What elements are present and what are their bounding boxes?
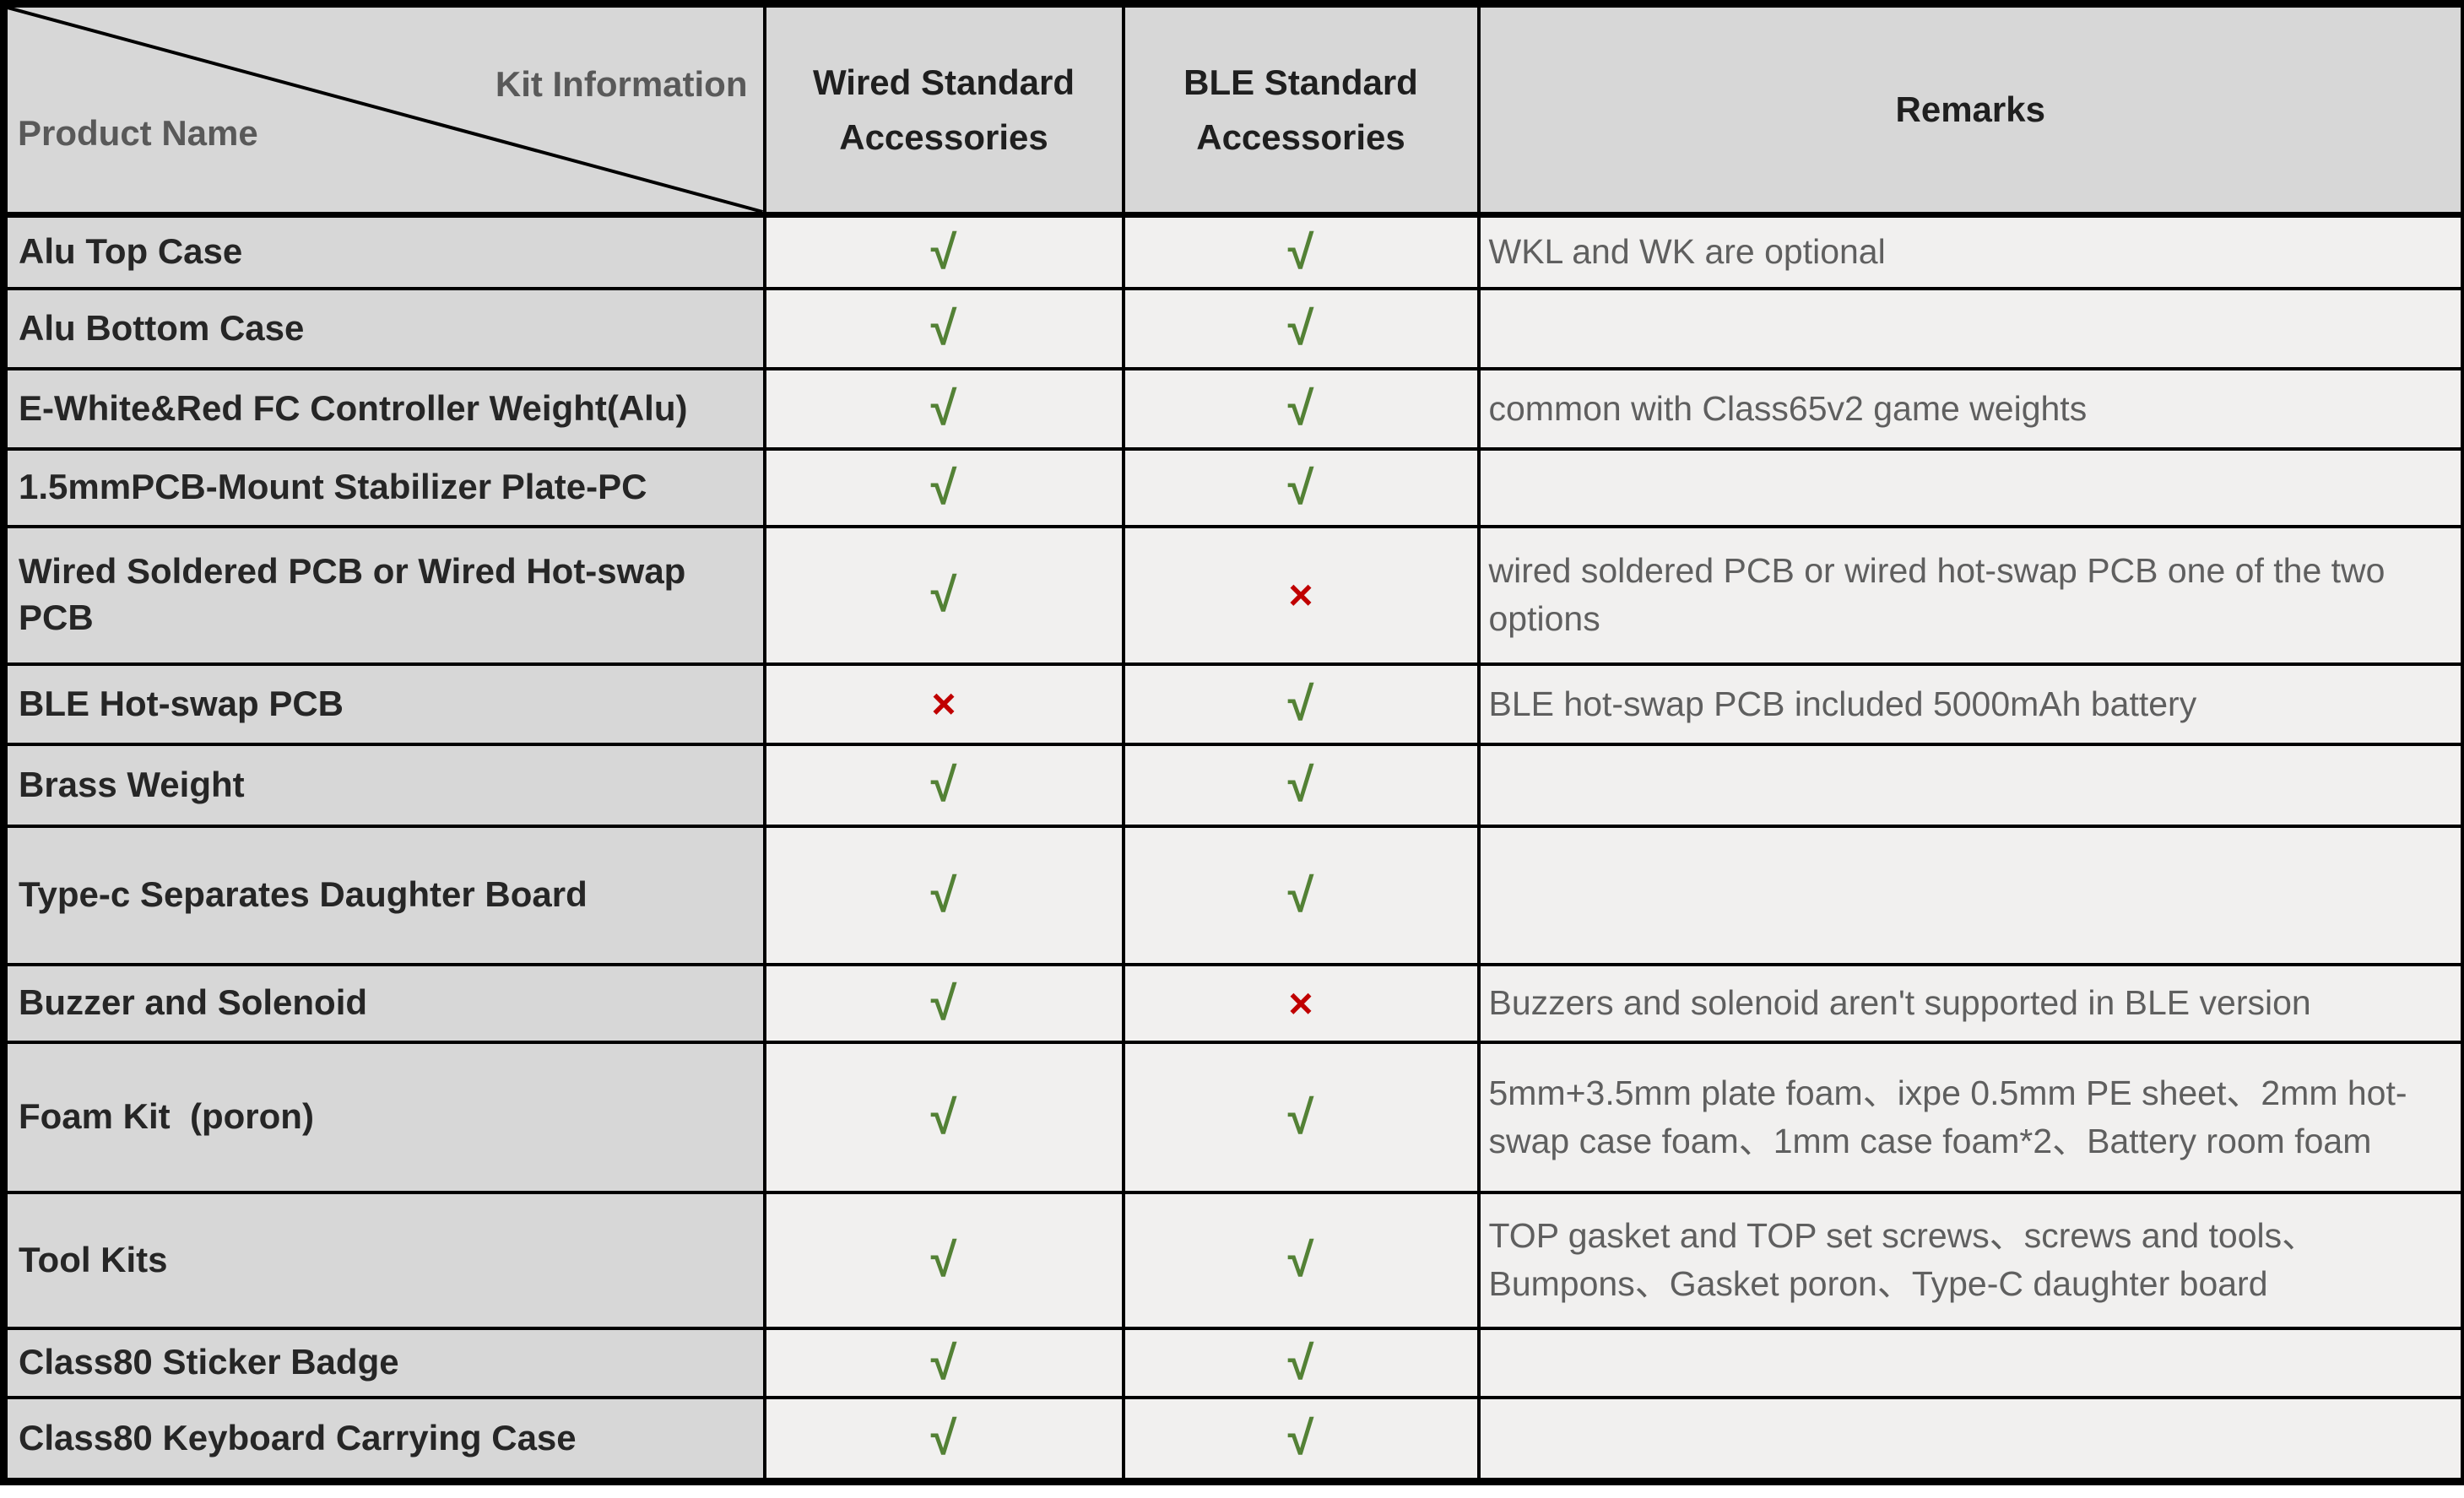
wired-mark: √ [762,1395,1125,1484]
table-row: BLE Hot-swap PCB × √ BLE hot-swap PCB in… [2,662,2464,746]
ble-mark: √ [1121,662,1481,746]
product-name-cell: Foam Kit (poron) [2,1040,766,1194]
table-row: Foam Kit (poron) √ √ 5mm+3.5mm plate foa… [2,1040,2464,1194]
remarks-column-header: Remarks [1476,2,2464,218]
remark-cell: TOP gasket and TOP set screws、screws and… [1476,1190,2464,1330]
ble-mark: √ [1121,213,1481,290]
remark-cell [1476,286,2464,370]
table-row: Class80 Keyboard Carrying Case √ √ [2,1395,2464,1484]
ble-mark: √ [1121,742,1481,828]
ble-mark: √ [1121,446,1481,528]
remark-cell: common with Class65v2 game weights [1476,366,2464,451]
product-name-cell: Alu Bottom Case [2,286,766,370]
table-row: Class80 Sticker Badge √ √ [2,1326,2464,1399]
ble-mark: √ [1121,824,1481,966]
product-name-cell: Class80 Sticker Badge [2,1326,766,1399]
remark-cell [1476,742,2464,828]
ble-mark: √ [1121,1040,1481,1194]
corner-kit-information-label: Kit Information [495,64,748,104]
ble-mark: × [1121,962,1481,1044]
table-row: 1.5mmPCB-Mount Stabilizer Plate-PC √ √ [2,446,2464,528]
ble-mark: √ [1121,1395,1481,1484]
corner-product-name-label: Product Name [18,113,258,153]
product-name-cell: Buzzer and Solenoid [2,962,766,1044]
product-name-cell: Tool Kits [2,1190,766,1330]
wired-mark: √ [762,1326,1125,1399]
wired-mark: √ [762,366,1125,451]
product-name-cell: Class80 Keyboard Carrying Case [2,1395,766,1484]
corner-header-cell: Kit Information Product Name [2,2,766,218]
remark-cell [1476,1395,2464,1484]
ble-mark: √ [1121,1326,1481,1399]
remark-cell: Buzzers and solenoid aren't supported in… [1476,962,2464,1044]
diagonal-divider-line [8,8,763,212]
remark-cell [1476,446,2464,528]
remark-cell: WKL and WK are optional [1476,213,2464,290]
wired-mark: √ [762,1190,1125,1330]
table-row: Wired Soldered PCB or Wired Hot-swap PCB… [2,524,2464,666]
wired-mark: √ [762,446,1125,528]
wired-mark: √ [762,1040,1125,1194]
wired-mark: √ [762,286,1125,370]
ble-mark: × [1121,524,1481,666]
product-name-cell: Alu Top Case [2,213,766,290]
table-row: E-White&Red FC Controller Weight(Alu) √ … [2,366,2464,451]
remark-cell: BLE hot-swap PCB included 5000mAh batter… [1476,662,2464,746]
wired-column-header: Wired Standard Accessories [762,2,1125,218]
table-row: Tool Kits √ √ TOP gasket and TOP set scr… [2,1190,2464,1330]
wired-mark: √ [762,742,1125,828]
remark-cell [1476,824,2464,966]
table-row: Alu Bottom Case √ √ [2,286,2464,370]
product-name-cell: Brass Weight [2,742,766,828]
table-row: Brass Weight √ √ [2,742,2464,828]
table-row: Type-c Separates Daughter Board √ √ [2,824,2464,966]
remark-cell [1476,1326,2464,1399]
product-name-cell: 1.5mmPCB-Mount Stabilizer Plate-PC [2,446,766,528]
wired-mark: √ [762,213,1125,290]
ble-mark: √ [1121,286,1481,370]
table-row: Alu Top Case √ √ WKL and WK are optional [2,213,2464,290]
wired-mark: √ [762,962,1125,1044]
product-name-cell: BLE Hot-swap PCB [2,662,766,746]
ble-column-header: BLE Standard Accessories [1121,2,1481,218]
ble-mark: √ [1121,366,1481,451]
remark-cell: wired soldered PCB or wired hot-swap PCB… [1476,524,2464,666]
wired-mark: √ [762,524,1125,666]
header-row: Kit Information Product Name Wired Stand… [2,2,2464,218]
wired-mark: √ [762,824,1125,966]
ble-mark: √ [1121,1190,1481,1330]
product-name-cell: Wired Soldered PCB or Wired Hot-swap PCB [2,524,766,666]
wired-mark: × [762,662,1125,746]
table-row: Buzzer and Solenoid √ × Buzzers and sole… [2,962,2464,1044]
remark-cell: 5mm+3.5mm plate foam、ixpe 0.5mm PE sheet… [1476,1040,2464,1194]
product-name-cell: Type-c Separates Daughter Board [2,824,766,966]
product-name-cell: E-White&Red FC Controller Weight(Alu) [2,366,766,451]
